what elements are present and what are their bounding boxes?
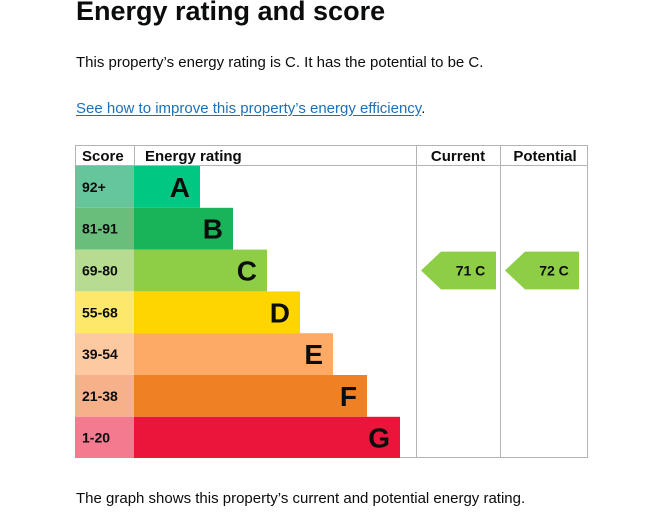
graph-caption: The graph shows this property’s current … xyxy=(76,490,526,507)
score-header: Score xyxy=(82,148,124,165)
score-label-d: 55-68 xyxy=(82,304,118,320)
score-cell-c xyxy=(75,249,134,292)
score-cell-d xyxy=(75,291,134,334)
rating-letter-f: F xyxy=(340,381,357,412)
improve-link-line: See how to improve this property’s energ… xyxy=(76,100,425,117)
potential-rating-arrow xyxy=(505,251,579,290)
rating-bar-f xyxy=(134,375,367,417)
rating-letter-e: E xyxy=(304,339,323,370)
rating-bar-a xyxy=(134,166,200,208)
link-suffix: . xyxy=(421,100,426,117)
rating-letter-a: A xyxy=(170,172,190,203)
current-rating-arrow xyxy=(421,251,496,290)
potential-header: Potential xyxy=(513,148,576,165)
rating-bar-b xyxy=(134,207,233,250)
energy-rating-svg: Score Energy rating Current Potential 92+ A 81… xyxy=(75,145,588,458)
rating-letter-b: B xyxy=(203,214,223,245)
rating-letter-g: G xyxy=(368,423,390,454)
rating-letter-c: C xyxy=(237,256,257,287)
score-cell-a xyxy=(75,166,134,208)
improve-efficiency-link[interactable]: See how to improve this property’s energ… xyxy=(76,100,422,117)
score-cell-e xyxy=(75,333,134,375)
potential-rating-label: 72 C xyxy=(539,263,569,279)
rating-bar-c xyxy=(134,249,267,292)
score-cell-b xyxy=(75,207,134,250)
score-label-e: 39-54 xyxy=(82,346,118,362)
rating-bar-g xyxy=(134,416,400,458)
score-label-f: 21-38 xyxy=(82,388,118,404)
rating-letter-d: D xyxy=(270,297,290,328)
score-label-a: 92+ xyxy=(82,179,106,195)
rating-bar-e xyxy=(134,333,333,375)
rating-bar-d xyxy=(134,291,300,334)
score-label-c: 69-80 xyxy=(82,263,118,279)
current-header: Current xyxy=(431,148,485,165)
score-label-g: 1-20 xyxy=(82,430,110,446)
current-rating-label: 71 C xyxy=(456,263,486,279)
score-label-b: 81-91 xyxy=(82,221,118,237)
rating-summary: This property’s energy rating is C. It h… xyxy=(76,54,484,71)
score-cell-g xyxy=(75,416,134,458)
page-title: Energy rating and score xyxy=(76,0,386,26)
energy-rating-graph: Score Energy rating Current Potential 92+ A 81… xyxy=(75,145,588,458)
rating-header: Energy rating xyxy=(145,148,242,165)
score-cell-f xyxy=(75,375,134,417)
